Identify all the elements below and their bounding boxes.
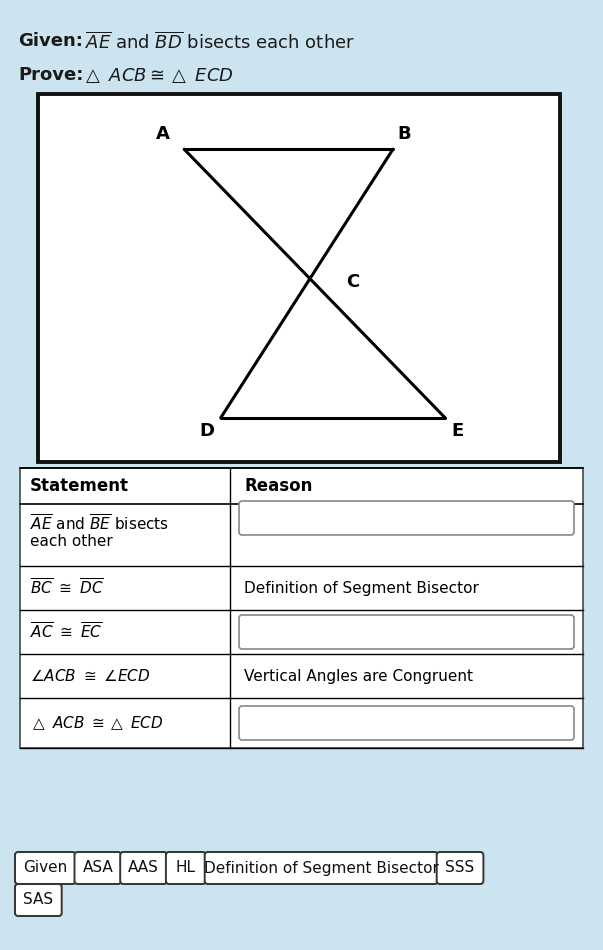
Text: A: A: [156, 125, 170, 143]
Text: HL: HL: [176, 861, 196, 876]
FancyBboxPatch shape: [204, 852, 438, 884]
Text: SAS: SAS: [24, 892, 54, 907]
Text: ASA: ASA: [83, 861, 113, 876]
Text: D: D: [200, 422, 215, 440]
Text: $\overline{AE}$ and $\overline{BE}$ bisects: $\overline{AE}$ and $\overline{BE}$ bise…: [30, 514, 169, 534]
FancyBboxPatch shape: [166, 852, 206, 884]
FancyBboxPatch shape: [15, 884, 62, 916]
Text: $\triangle\ ACB \cong\triangle\ ECD$: $\triangle\ ACB \cong\triangle\ ECD$: [82, 66, 234, 85]
Text: AAS: AAS: [128, 861, 159, 876]
Text: $\triangle$ $ACB$ $\cong\triangle$ $ECD$: $\triangle$ $ACB$ $\cong\triangle$ $ECD$: [30, 714, 163, 732]
FancyBboxPatch shape: [120, 852, 167, 884]
FancyBboxPatch shape: [239, 615, 574, 649]
Bar: [38, 94, 560, 462]
Text: C: C: [346, 273, 359, 291]
Text: Reason: Reason: [244, 477, 312, 495]
Text: Given: Given: [23, 861, 68, 876]
Text: Prove:: Prove:: [18, 66, 83, 84]
Text: Given:: Given:: [18, 32, 83, 50]
FancyBboxPatch shape: [75, 852, 121, 884]
FancyBboxPatch shape: [239, 501, 574, 535]
Text: SSS: SSS: [446, 861, 475, 876]
Text: E: E: [451, 422, 464, 440]
FancyBboxPatch shape: [239, 706, 574, 740]
Text: Statement: Statement: [30, 477, 129, 495]
Text: $\overline{BC}$ $\cong$ $\overline{DC}$: $\overline{BC}$ $\cong$ $\overline{DC}$: [30, 578, 104, 598]
Text: each other: each other: [30, 534, 113, 549]
Bar: [20, 468, 583, 748]
Text: B: B: [397, 125, 411, 143]
Text: Vertical Angles are Congruent: Vertical Angles are Congruent: [244, 669, 473, 683]
Text: Definition of Segment Bisector: Definition of Segment Bisector: [204, 861, 438, 876]
Text: Definition of Segment Bisector: Definition of Segment Bisector: [244, 580, 479, 596]
Text: $\overline{AE}$ and $\overline{BD}$ bisects each other: $\overline{AE}$ and $\overline{BD}$ bise…: [85, 32, 355, 53]
FancyBboxPatch shape: [15, 852, 75, 884]
FancyBboxPatch shape: [437, 852, 484, 884]
Text: $\overline{AC}$ $\cong$ $\overline{EC}$: $\overline{AC}$ $\cong$ $\overline{EC}$: [30, 622, 103, 642]
Text: $\angle ACB$ $\cong$ $\angle ECD$: $\angle ACB$ $\cong$ $\angle ECD$: [30, 668, 151, 684]
